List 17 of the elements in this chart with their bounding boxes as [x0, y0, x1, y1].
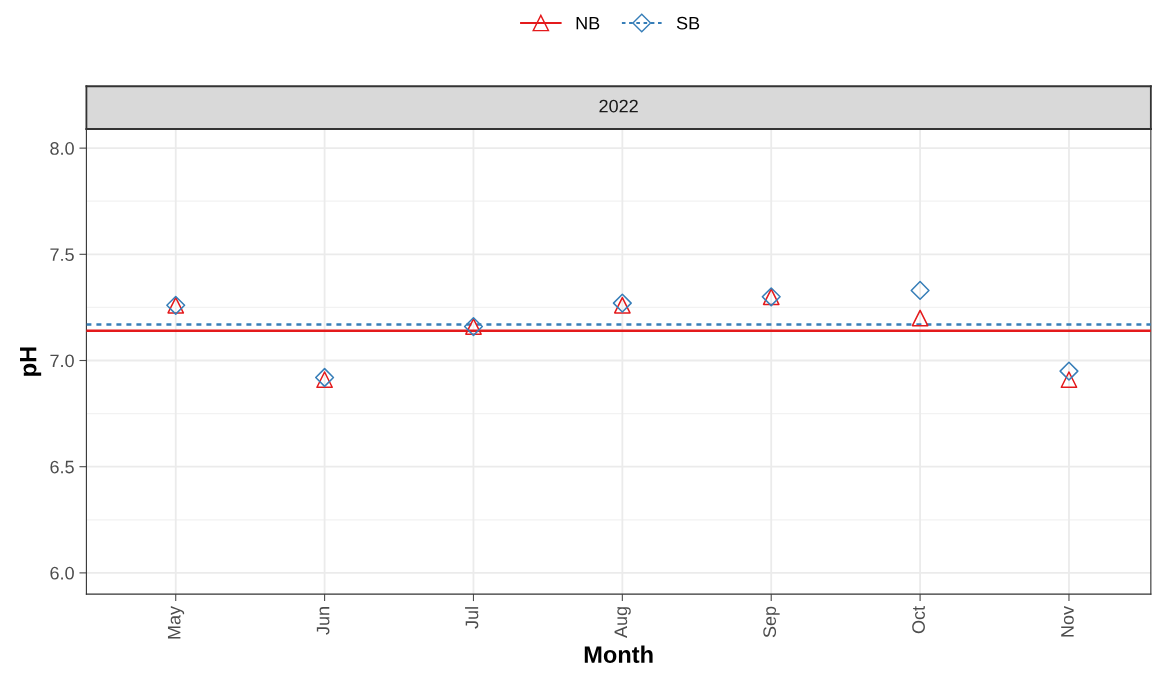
- x-tick-label: Aug: [614, 607, 631, 639]
- x-tick-label: Jul: [465, 607, 479, 629]
- x-tick-label: May: [167, 605, 185, 639]
- x-tick-label: Nov: [1061, 605, 1074, 637]
- y-tick-label: 6.0: [50, 566, 74, 580]
- y-tick-label: 7.5: [50, 248, 74, 262]
- y-tick-label: 8.0: [50, 142, 74, 155]
- x-tick-label: Jun: [316, 607, 330, 635]
- legend-label: NB: [576, 16, 600, 30]
- x-tick-label: Sep: [763, 606, 780, 638]
- y-axis-title: pH: [20, 347, 42, 376]
- y-tick-label: 7.0: [50, 354, 74, 368]
- chart-title: 2022: [599, 99, 638, 113]
- x-tick-label: Oct: [912, 606, 925, 634]
- legend-label: SB: [676, 16, 700, 30]
- y-tick-label: 6.5: [50, 460, 74, 474]
- x-axis-title: Month: [584, 645, 653, 663]
